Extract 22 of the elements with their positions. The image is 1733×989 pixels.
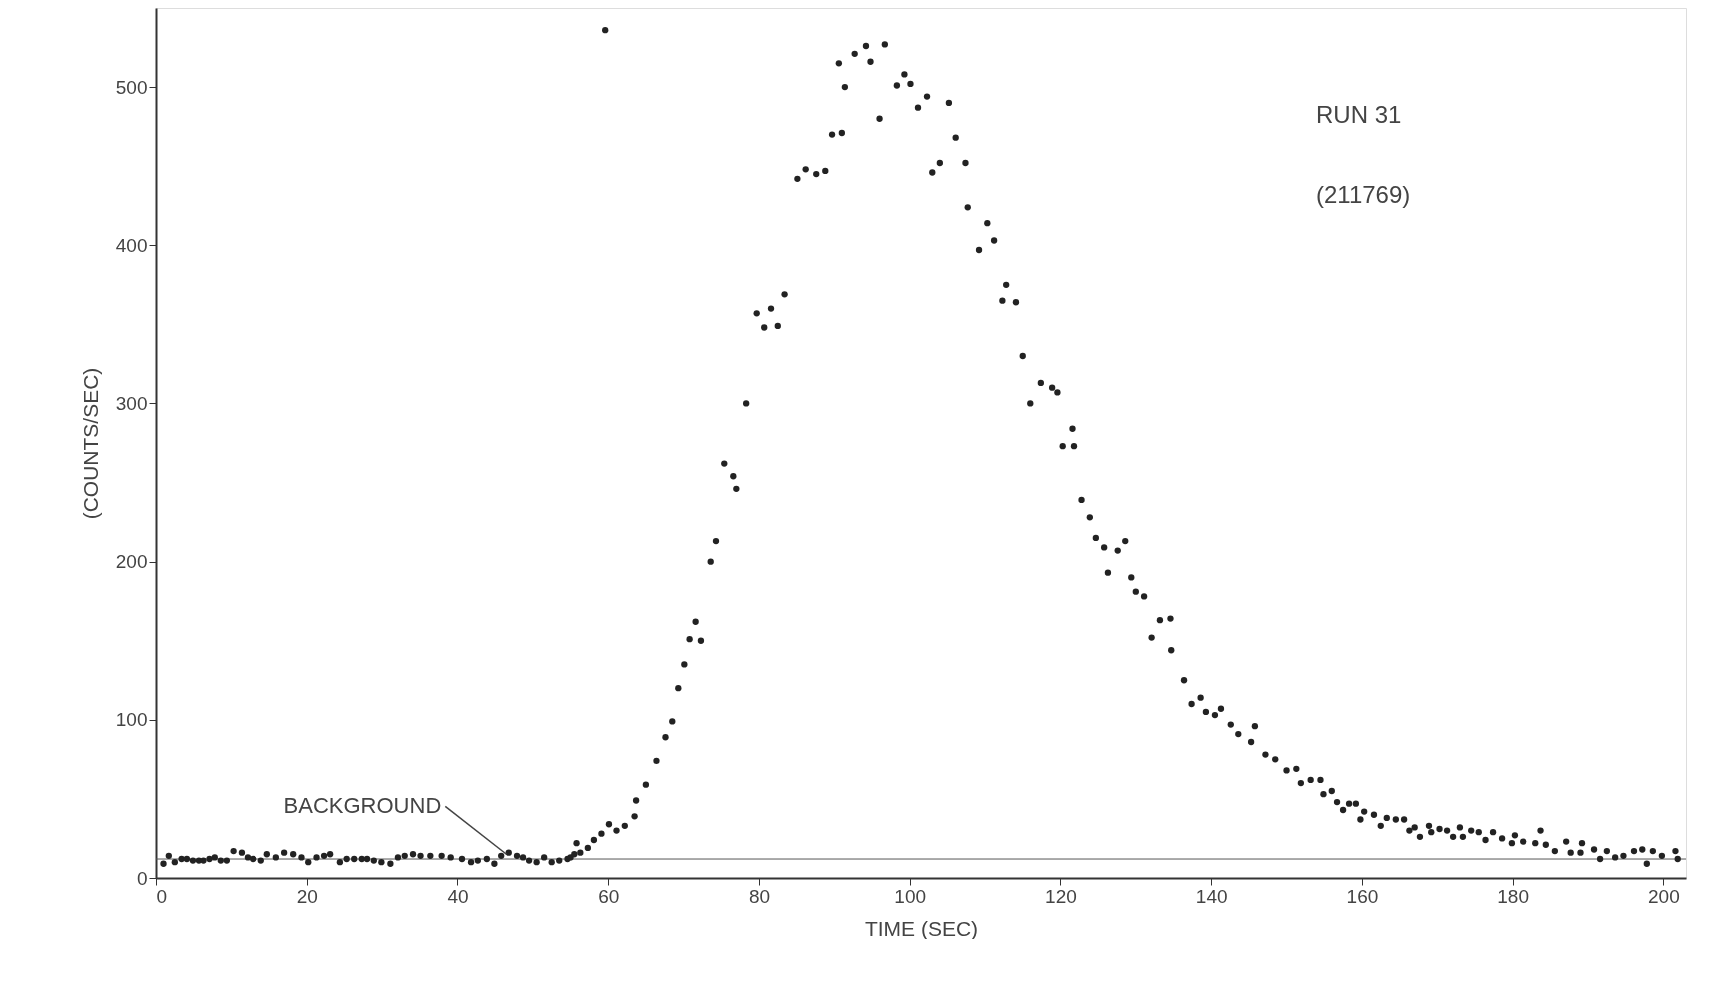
y-tick-label: 100 [115,709,148,731]
annotation: (211769) [1316,181,1411,208]
x-tick-label: 40 [447,885,469,907]
x-tick-label: 60 [598,885,620,907]
y-tick-label: 400 [115,234,148,256]
y-tick-label: 300 [115,392,148,414]
x-tick-label: 0 [156,885,168,907]
x-tick-label: 140 [1195,885,1228,907]
x-axis-title: TIME (SEC) [864,916,979,940]
x-tick-label: 20 [296,885,318,907]
y-tick-label: 200 [115,551,148,573]
x-tick-label: 200 [1648,885,1680,907]
y-tick-label: 500 [115,76,148,98]
x-tick-label: 160 [1346,885,1379,907]
x-tick-label: 180 [1497,885,1529,907]
annotation: BACKGROUND [283,793,442,819]
x-tick-label: 80 [748,885,771,907]
x-tick-label: 100 [894,885,927,907]
annotation: RUN 31 [1316,101,1402,128]
x-tick-label: 120 [1045,885,1077,907]
y-tick-label: 0 [136,867,148,889]
y-axis-title: (COUNTS/SEC) [78,367,102,520]
